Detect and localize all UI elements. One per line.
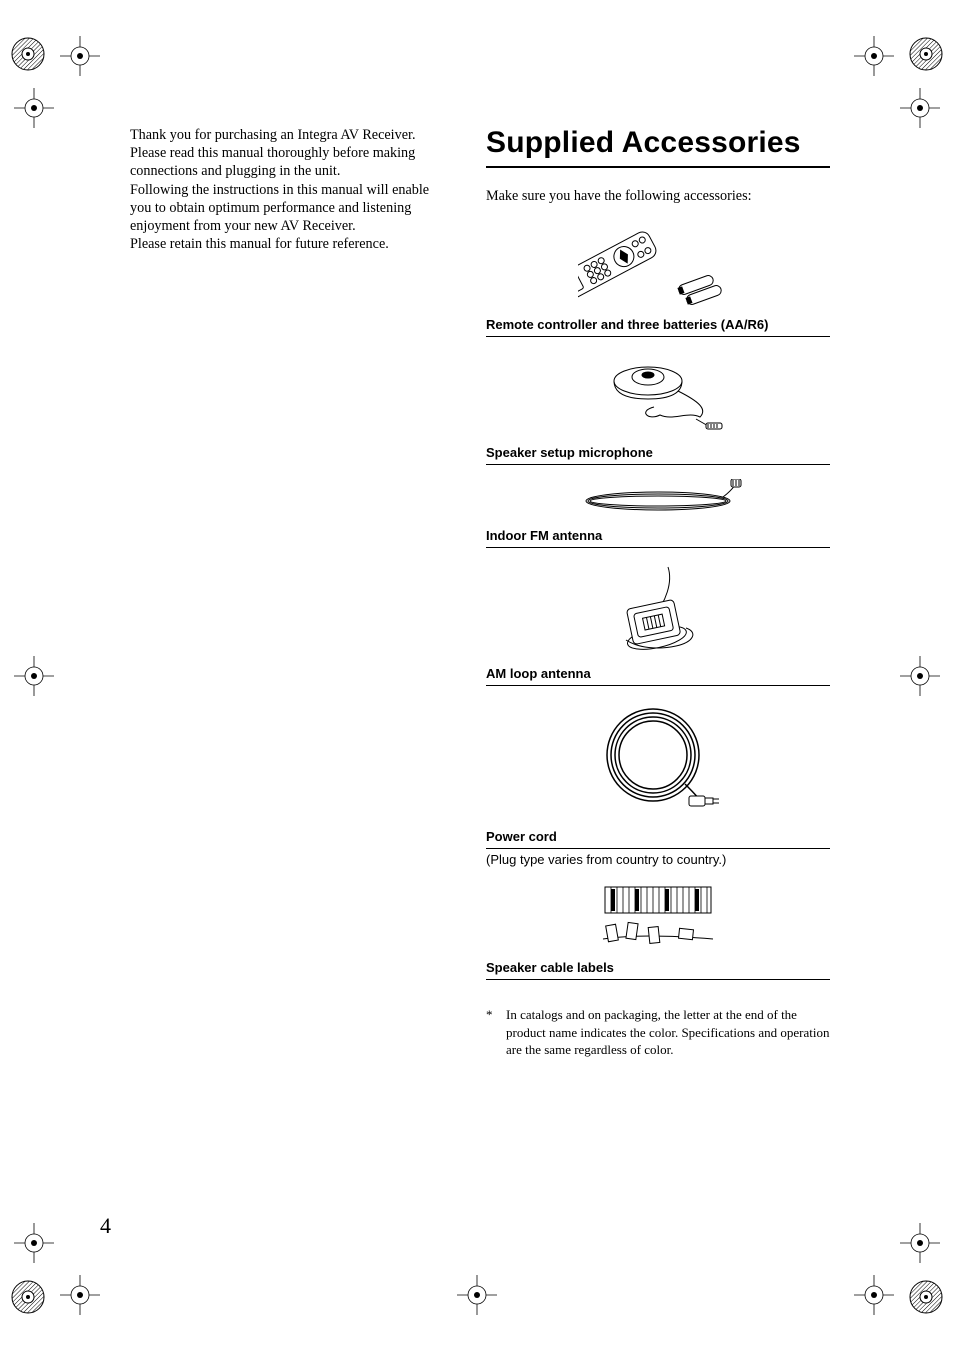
am-loop-antenna-icon xyxy=(486,562,830,657)
cable-labels-icon xyxy=(486,881,830,951)
footnote-mark: * xyxy=(486,1006,496,1059)
registration-mark-icon xyxy=(10,1279,46,1315)
accessory-label: Power cord xyxy=(486,826,830,849)
crop-mark-icon xyxy=(854,36,894,76)
crop-mark-icon xyxy=(900,88,940,128)
intro-text: Thank you for purchasing an Integra AV R… xyxy=(130,127,416,143)
accessory-item: Speaker setup microphone xyxy=(486,351,830,465)
crop-mark-icon xyxy=(900,1223,940,1263)
intro-text: Please read this manual thoroughly befor… xyxy=(130,145,415,179)
page-content: Thank you for purchasing an Integra AV R… xyxy=(130,126,830,1059)
registration-mark-icon xyxy=(908,36,944,72)
accessory-label: Speaker setup microphone xyxy=(486,442,830,465)
page-number: 4 xyxy=(100,1213,111,1239)
accessory-item: AM loop antenna xyxy=(486,562,830,686)
left-column: Thank you for purchasing an Integra AV R… xyxy=(130,126,450,1059)
accessory-item: Remote controller and three batteries (A… xyxy=(486,223,830,337)
crop-mark-icon xyxy=(60,36,100,76)
section-lead: Make sure you have the following accesso… xyxy=(486,188,830,205)
accessory-item: Indoor FM antenna xyxy=(486,479,830,548)
footnote-text: In catalogs and on packaging, the letter… xyxy=(506,1006,830,1059)
crop-mark-icon xyxy=(900,656,940,696)
footnote: * In catalogs and on packaging, the lett… xyxy=(486,1006,830,1059)
registration-mark-icon xyxy=(908,1279,944,1315)
accessory-item: Power cord (Plug type varies from countr… xyxy=(486,700,830,867)
intro-text: Please retain this manual for future ref… xyxy=(130,236,389,252)
registration-mark-icon xyxy=(10,36,46,72)
manual-page: Thank you for purchasing an Integra AV R… xyxy=(0,0,954,1351)
right-column: Supplied Accessories Make sure you have … xyxy=(486,126,830,1059)
crop-mark-icon xyxy=(457,1275,497,1315)
accessory-label: AM loop antenna xyxy=(486,663,830,686)
power-cord-icon xyxy=(486,700,830,820)
fm-antenna-icon xyxy=(486,479,830,519)
remote-controller-icon xyxy=(486,223,830,308)
crop-mark-icon xyxy=(14,656,54,696)
intro-paragraph: Thank you for purchasing an Integra AV R… xyxy=(130,126,450,253)
crop-mark-icon xyxy=(14,88,54,128)
setup-microphone-icon xyxy=(486,351,830,436)
section-heading: Supplied Accessories xyxy=(486,126,830,168)
intro-text: Following the instructions in this manua… xyxy=(130,182,429,234)
accessory-label: Speaker cable labels xyxy=(486,957,830,980)
crop-mark-icon xyxy=(14,1223,54,1263)
accessory-sublabel: (Plug type varies from country to countr… xyxy=(486,852,830,867)
accessory-item: Speaker cable labels xyxy=(486,881,830,980)
crop-mark-icon xyxy=(854,1275,894,1315)
accessory-label: Remote controller and three batteries (A… xyxy=(486,314,830,337)
accessory-label: Indoor FM antenna xyxy=(486,525,830,548)
crop-mark-icon xyxy=(60,1275,100,1315)
